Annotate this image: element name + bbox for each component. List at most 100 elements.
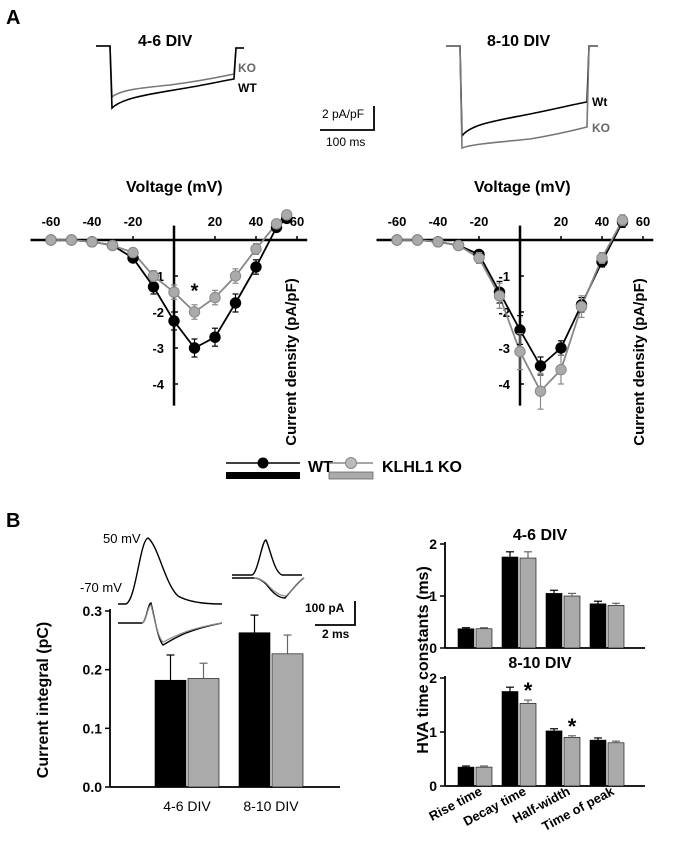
iv-y-tick-label: -3 (498, 341, 510, 356)
bar-y-tick-label: 0.3 (83, 603, 103, 619)
scalebar-a-y-label: 2 pA/pF (322, 107, 364, 121)
iv-point-ko (209, 291, 221, 304)
iv-point-ko (575, 300, 588, 313)
bar-wt (457, 628, 475, 649)
bar-ko (563, 595, 581, 649)
current-trace-right-ko (253, 577, 305, 597)
bar-wt (545, 730, 563, 787)
bar-ko (607, 605, 625, 649)
bar-ko (563, 737, 581, 787)
iv-point-ko (534, 385, 547, 397)
iv-point-wt (209, 331, 221, 343)
iv-point-wt (188, 342, 201, 354)
iv-point-ko (514, 345, 526, 358)
iv-point-ko (45, 234, 57, 246)
iv-point-ko (106, 239, 119, 252)
legend-wt-swatch (226, 472, 300, 479)
bar-wt (154, 679, 187, 788)
iv-point-ko (596, 252, 608, 264)
iv-point-ko (432, 236, 444, 248)
legend-wt-marker (257, 457, 269, 469)
bar-wt (238, 632, 271, 788)
iv-point-ko (86, 236, 98, 248)
bar-y-tick-label: 2 (429, 670, 437, 686)
ko-trace-left (96, 45, 244, 99)
bar-ko (607, 742, 625, 787)
iv-x-tick-label: 60 (636, 214, 650, 229)
iv-point-wt (229, 297, 242, 309)
iv-significance-star: * (191, 281, 199, 303)
bar-wt (501, 556, 519, 649)
wt-label-left: WT (238, 81, 257, 95)
bar-ko (475, 766, 493, 787)
scalebar-b-y-label: 100 pA (305, 601, 345, 615)
voltage-bottom-label: -70 mV (80, 580, 122, 595)
bar-ko (519, 557, 537, 649)
iv-y-tick-label: -2 (498, 305, 510, 320)
iv-series-line-wt (51, 217, 288, 350)
iv-left-xlabel: Voltage (mV) (126, 179, 223, 196)
iv-point-ko (391, 234, 403, 246)
iv-x-tick-label: -60 (42, 214, 61, 229)
bar-ko (271, 653, 304, 788)
bar-y-tick-label: 0 (429, 778, 437, 794)
bar-y-tick-label: 1 (429, 588, 437, 604)
iv-y-tick-label: -1 (498, 269, 510, 284)
iv-x-tick-label: 60 (290, 214, 304, 229)
scalebar-b-x-label: 2 ms (322, 627, 350, 641)
legend-ko-marker (345, 457, 357, 469)
legend-ko-swatch (328, 471, 374, 480)
iv-point-wt (168, 315, 180, 327)
hva-title-top: 4-6 DIV (513, 527, 568, 544)
iv-x-tick-label: 40 (595, 214, 609, 229)
iv-x-tick-label: -40 (429, 214, 448, 229)
ko-trace-right (446, 45, 598, 150)
bar-y-tick-label: 0.0 (83, 779, 103, 795)
iv-series-line-ko (51, 214, 288, 314)
ko-label-right: KO (592, 121, 610, 135)
scalebar-b (315, 601, 356, 626)
legend: WT KLHL1 KO (226, 457, 462, 480)
bar-chart-current-integral: 0.0 0.1 0.2 0.3 4-6 DIV 8-10 DIV (83, 603, 340, 814)
iv-point-ko (555, 363, 567, 376)
voltage-trace-left (118, 537, 223, 605)
hva-title-bottom: 8-10 DIV (508, 655, 571, 672)
iv-y-tick-label: -4 (498, 377, 510, 392)
iv-point-wt (250, 261, 262, 273)
bar-y-tick-label: 2 (429, 536, 437, 552)
iv-x-tick-label: -20 (124, 214, 143, 229)
iv-point-ko (411, 234, 424, 246)
wt-label-right: Wt (592, 95, 607, 109)
legend-wt-label: WT (308, 459, 333, 476)
iv-point-ko (168, 286, 180, 298)
iv-x-tick-label: -40 (83, 214, 102, 229)
iv-point-ko (65, 234, 78, 246)
integral-ylabel: Current integral (pC) (35, 622, 52, 778)
iv-point-ko (188, 306, 201, 318)
iv-point-ko (616, 214, 629, 226)
bar-y-tick-label: 0 (429, 640, 437, 656)
trace-title-right: 8-10 DIV (487, 33, 550, 50)
panel-label-b: B (6, 510, 20, 532)
iv-point-wt (147, 281, 160, 293)
iv-point-wt (555, 342, 567, 354)
voltage-top-label: 50 mV (103, 531, 141, 546)
bar-y-tick-label: 0.2 (83, 662, 103, 678)
iv-left-ylabel: Current density (pA/pF) (283, 278, 300, 446)
iv-y-tick-label: -2 (152, 305, 164, 320)
bar-ko (475, 628, 493, 649)
bar-wt (589, 739, 607, 787)
wt-trace-left (96, 45, 244, 110)
wt-trace-right (446, 45, 598, 139)
trace-title-left: 4-6 DIV (138, 33, 193, 50)
bar-wt (457, 766, 475, 787)
bar-chart-hva-4-6div: 0 1 2 (429, 536, 645, 656)
iv-right-ylabel: Current density (pA/pF) (631, 278, 648, 446)
iv-x-tick-label: 20 (554, 214, 568, 229)
bar-y-tick-label: 0.1 (83, 720, 103, 736)
bar-wt (545, 593, 563, 649)
panel-label-a: A (6, 7, 20, 29)
voltage-trace-right (232, 539, 302, 576)
